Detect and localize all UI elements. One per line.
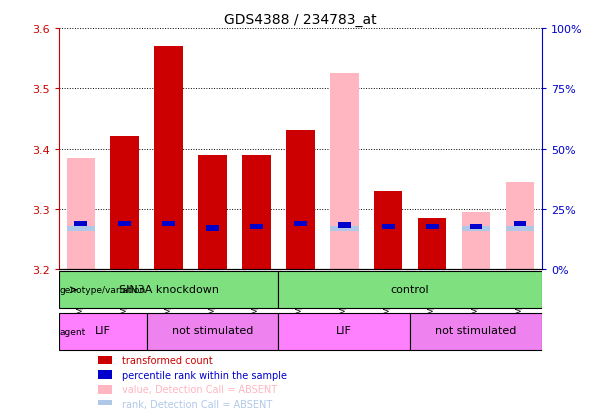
Bar [462, 212, 490, 269]
Bar [98, 370, 112, 379]
Bar [410, 313, 542, 350]
Text: genotype/variation: genotype/variation [59, 286, 146, 294]
Bar [338, 223, 350, 228]
Bar [206, 225, 219, 231]
Bar [374, 191, 402, 269]
Bar [294, 221, 307, 227]
Bar [198, 155, 227, 269]
Bar [59, 313, 147, 350]
Text: rank, Detection Call = ABSENT: rank, Detection Call = ABSENT [122, 399, 272, 409]
Bar [330, 226, 359, 232]
Text: control: control [391, 284, 429, 294]
Bar [111, 137, 139, 269]
Bar [98, 356, 112, 364]
Bar [67, 226, 95, 232]
Text: LIF: LIF [336, 325, 352, 336]
Bar [469, 224, 482, 230]
Text: percentile rank within the sample: percentile rank within the sample [122, 370, 287, 380]
Bar [98, 385, 112, 394]
Bar [286, 131, 315, 269]
Bar [418, 218, 446, 269]
Bar [506, 226, 534, 232]
Text: not stimulated: not stimulated [435, 325, 517, 336]
Bar [382, 224, 395, 230]
Bar [154, 47, 183, 269]
Bar [74, 221, 87, 227]
Bar [242, 155, 271, 269]
Bar [67, 158, 95, 269]
Text: not stimulated: not stimulated [172, 325, 253, 336]
Text: value, Detection Call = ABSENT: value, Detection Call = ABSENT [122, 385, 277, 394]
Bar [118, 221, 131, 227]
Bar [147, 313, 279, 350]
Text: agent: agent [59, 327, 86, 336]
Bar [506, 182, 534, 269]
Text: LIF: LIF [95, 325, 111, 336]
Bar [279, 271, 542, 309]
Title: GDS4388 / 234783_at: GDS4388 / 234783_at [224, 12, 377, 26]
Text: SIN3A knockdown: SIN3A knockdown [118, 284, 219, 294]
Bar [162, 221, 175, 227]
Bar [98, 400, 112, 408]
Text: transformed count: transformed count [122, 355, 213, 365]
Bar [330, 74, 359, 269]
Bar [426, 224, 439, 230]
Bar [59, 271, 279, 309]
Bar [279, 313, 410, 350]
Bar [250, 224, 263, 230]
Bar [462, 226, 490, 232]
Bar [514, 221, 527, 227]
